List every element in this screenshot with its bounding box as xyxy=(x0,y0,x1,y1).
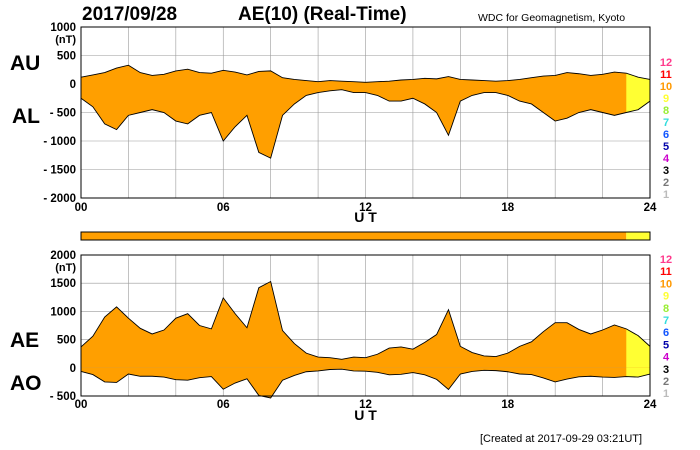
au-al-station-count-8: 8 xyxy=(663,105,669,117)
ae-area xyxy=(81,281,650,368)
au-area-latest xyxy=(626,73,650,84)
ae-ao-y-tick-label: 1000 xyxy=(50,306,76,318)
au-al-y-unit: (nT) xyxy=(55,34,76,46)
station-bar-segment xyxy=(81,232,627,240)
ao-line xyxy=(80,368,651,399)
au-al-y-tick-label: - 500 xyxy=(50,108,76,120)
ae-label: AE xyxy=(10,329,40,352)
au-al-station-count-5: 5 xyxy=(663,141,669,153)
ae-ao-station-count-12: 12 xyxy=(660,254,672,266)
ae-ao-x-tick-label: 00 xyxy=(75,399,88,411)
ae-ao-station-count-9: 9 xyxy=(663,291,669,303)
ae-ao-station-count-3: 3 xyxy=(663,364,669,376)
chart-title: AE(10) (Real-Time) xyxy=(238,4,407,25)
au-al-y-tick-label: 500 xyxy=(57,51,76,63)
au-al-station-count-2: 2 xyxy=(663,177,669,189)
chart-date: 2017/09/28 xyxy=(82,4,178,25)
au-al-y-tick-label: - 1000 xyxy=(43,136,76,148)
al-area xyxy=(81,84,650,159)
au-al-y-tick-label: - 1500 xyxy=(43,165,76,177)
ae-ao-station-count-1: 1 xyxy=(663,388,669,400)
ae-ao-y-tick-label: 500 xyxy=(57,335,76,347)
data-source: WDC for Geomagnetism, Kyoto xyxy=(478,12,626,24)
ae-ao-station-count-6: 6 xyxy=(663,327,669,339)
ae-ao-x-tick-label: 12 xyxy=(359,399,372,411)
ae-line xyxy=(80,280,651,360)
ae-ao-y-tick-label: 1500 xyxy=(50,278,76,290)
au-al-station-count-1: 1 xyxy=(663,189,669,201)
au-al-x-tick-label: 18 xyxy=(501,202,514,214)
ae-ao-station-count-5: 5 xyxy=(663,339,669,351)
au-al-x-tick-label: 24 xyxy=(644,202,657,214)
ae-ao-x-tick-label: 24 xyxy=(644,399,657,411)
au-al-station-count-3: 3 xyxy=(663,165,669,177)
ao-area-latest xyxy=(626,367,650,378)
au-label: AU xyxy=(10,52,41,75)
au-al-station-count-11: 11 xyxy=(660,69,672,81)
au-al-station-count-10: 10 xyxy=(660,81,672,93)
al-label: AL xyxy=(12,105,40,128)
au-al-x-tick-label: 12 xyxy=(359,202,372,214)
ae-ao-y-tick-label: 0 xyxy=(70,363,76,375)
au-al-y-tick-label: 1000 xyxy=(50,22,76,34)
ae-area-latest xyxy=(626,328,650,368)
ae-ao-x-axis-label: U T xyxy=(354,407,377,423)
created-timestamp: [Created at 2017-09-29 03:21UT] xyxy=(480,433,643,445)
ao-area xyxy=(81,367,650,398)
ae-ao-y-tick-label: 2000 xyxy=(50,250,76,262)
ae-ao-station-count-4: 4 xyxy=(663,352,670,364)
au-al-station-count-6: 6 xyxy=(663,129,669,141)
ae-ao-station-count-8: 8 xyxy=(663,303,669,315)
ae-ao-x-tick-label: 18 xyxy=(501,399,514,411)
ae-ao-station-count-2: 2 xyxy=(663,376,669,388)
ae-ao-y-unit: (nT) xyxy=(55,262,76,274)
au-al-y-tick-label: 0 xyxy=(70,79,76,91)
au-al-x-axis-label: U T xyxy=(354,209,377,225)
au-al-station-count-12: 12 xyxy=(660,57,672,69)
au-al-x-tick-label: 00 xyxy=(75,202,88,214)
au-line xyxy=(80,64,651,83)
ae-ao-y-tick-label: - 500 xyxy=(50,391,76,403)
au-al-station-count-4: 4 xyxy=(663,153,670,165)
al-line xyxy=(80,89,651,159)
au-al-station-count-7: 7 xyxy=(663,117,669,129)
ae-ao-station-count-10: 10 xyxy=(660,278,672,290)
ao-label: AO xyxy=(10,372,42,395)
au-al-y-tick-label: - 2000 xyxy=(43,193,76,205)
ae-ao-frame xyxy=(80,254,651,397)
station-bar-segment xyxy=(626,232,650,240)
ae-ao-station-count-11: 11 xyxy=(660,266,672,278)
ae-ao-station-count-7: 7 xyxy=(663,315,669,327)
au-area xyxy=(81,65,650,84)
au-al-frame xyxy=(80,26,651,199)
al-area-latest xyxy=(626,84,650,113)
ae-ao-x-tick-label: 06 xyxy=(217,399,230,411)
au-al-station-count-9: 9 xyxy=(663,93,669,105)
station-bar-frame xyxy=(80,231,651,241)
au-al-x-tick-label: 06 xyxy=(217,202,230,214)
